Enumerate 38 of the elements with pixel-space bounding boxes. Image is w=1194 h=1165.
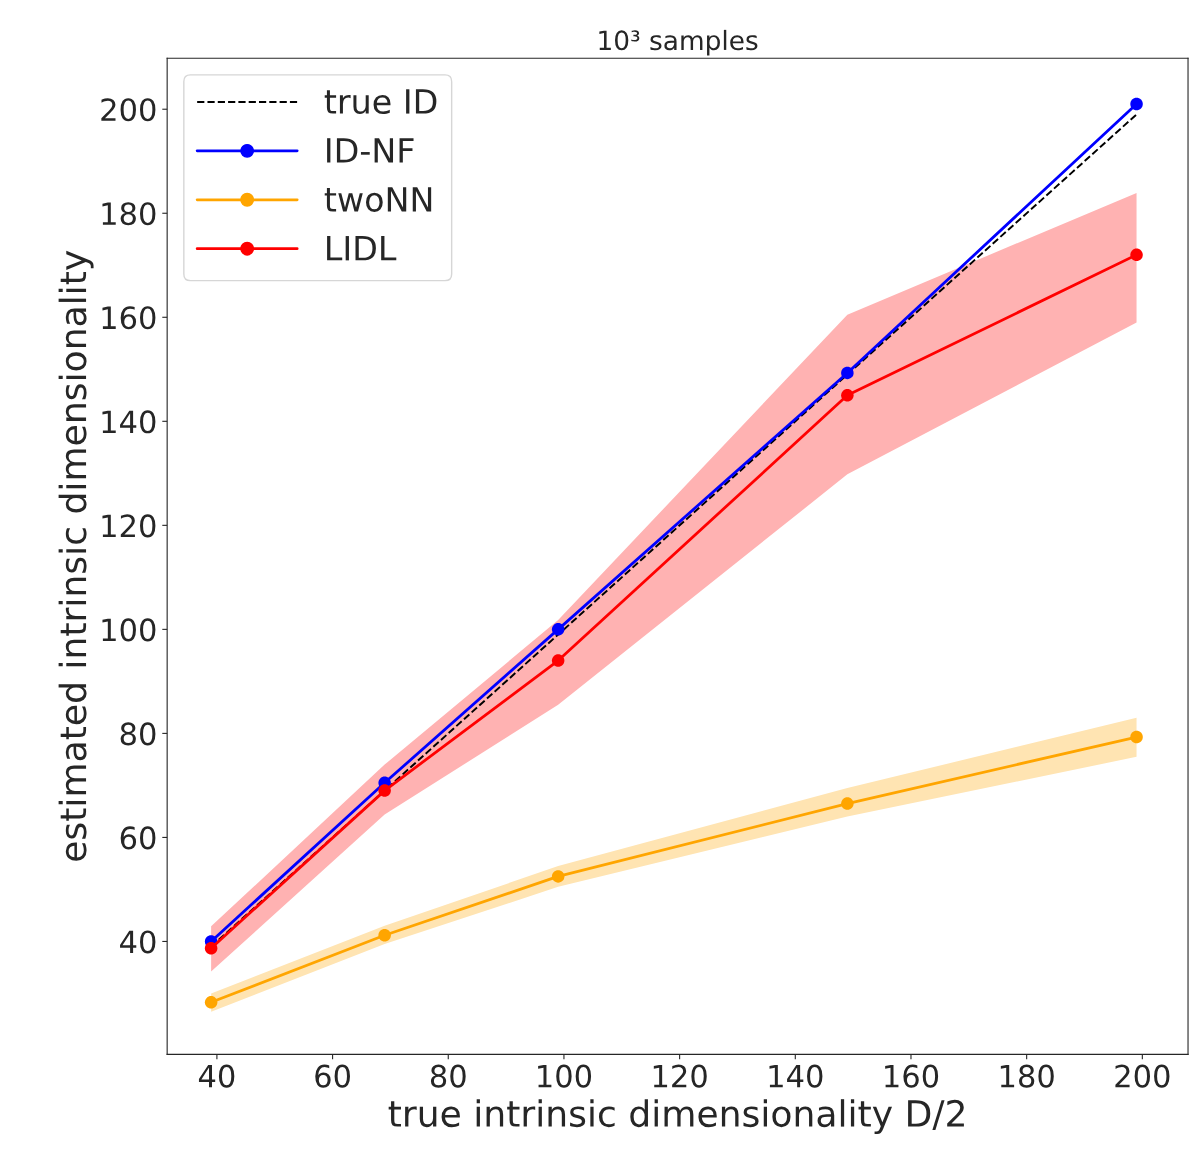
x-tick-label: 60	[315, 1064, 350, 1088]
point	[204, 941, 218, 955]
legend-label: LIDL	[327, 236, 397, 261]
y-tick-label: 180	[102, 202, 156, 226]
point	[841, 389, 854, 402]
point	[378, 928, 391, 942]
x-tick-label: 80	[430, 1064, 466, 1088]
y-axis-title: estimated intrinsic dimensionality	[58, 250, 94, 861]
x-tick-label: 40	[198, 1064, 235, 1088]
point	[1130, 730, 1143, 744]
point	[841, 797, 854, 810]
point	[1130, 248, 1143, 262]
y-tick-label: 160	[102, 306, 156, 330]
point	[551, 623, 565, 636]
y-tick-label: 200	[101, 98, 156, 122]
x-tick-label: 160	[885, 1064, 939, 1088]
x-tick-label: 100	[538, 1064, 592, 1088]
chart-title: 10³ samples	[599, 29, 758, 56]
point	[204, 996, 218, 1009]
point	[841, 366, 854, 380]
x-tick-label: 140	[769, 1064, 823, 1088]
x-tick-label: 180	[1000, 1064, 1054, 1088]
legend-label: ID-NF	[327, 138, 414, 163]
point	[378, 784, 391, 797]
x-tick-label: 120	[653, 1064, 707, 1088]
x-axis-title: true intrinsic dimensionality D/2	[388, 1099, 964, 1135]
point	[551, 870, 565, 883]
y-tick-label: 60	[120, 826, 156, 850]
y-tick-label: 100	[102, 618, 156, 642]
x-tick-label: 200	[1115, 1064, 1170, 1088]
point	[1130, 97, 1143, 111]
y-tick-label: 80	[120, 722, 156, 746]
y-tick-label: 40	[120, 930, 156, 954]
y-tick-label: 120	[102, 514, 156, 538]
legend-label: twoNN	[324, 187, 432, 212]
y-tick-label: 140	[102, 410, 156, 434]
point	[551, 654, 565, 667]
legend-label: true ID	[324, 89, 437, 115]
